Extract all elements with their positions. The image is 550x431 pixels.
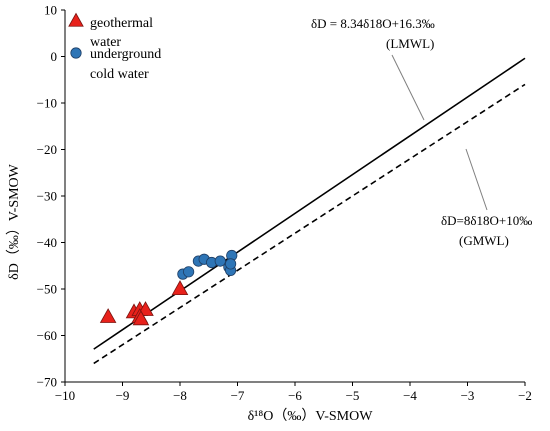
lmwl-label: (LMWL): [386, 36, 434, 51]
x-tick-label: −7: [231, 388, 245, 403]
y-tick-label: 10: [44, 3, 57, 18]
underground-cold-water-point: [225, 258, 237, 270]
y-tick-label: 0: [51, 49, 58, 64]
reference-lines: [93, 57, 526, 365]
legend-label-underground-line1: underground: [90, 47, 161, 62]
legend-marker-geothermal-water-triangle: [68, 12, 84, 27]
data-points: [99, 249, 238, 326]
geothermal-water-point: [132, 310, 150, 326]
lmwl-equation: δD = 8.34δ18O+16.3‰: [311, 16, 435, 31]
x-tick-label: −5: [346, 388, 360, 403]
x-tick-label: −2: [518, 388, 532, 403]
legend-label-geothermal-line2: water: [90, 35, 121, 50]
y-tick-label: −60: [37, 328, 57, 343]
geothermal-water-point: [171, 280, 189, 296]
gmwl-label: (GMWL): [459, 233, 509, 248]
axes: −10 −9 −8 −7 −6 −5 −4 −3 −2 10 0 −10 −20 −30 −40 −50 −60…: [37, 3, 532, 404]
underground-cold-water-point: [214, 255, 226, 267]
y-tick-label: −10: [37, 96, 57, 111]
y-tick-label: −40: [37, 235, 57, 250]
x-axis-title: δ¹⁸O（‰）V-SMOW: [248, 408, 374, 424]
gmwl-leader-line: [465, 148, 488, 211]
lmwl-leader-line: [391, 54, 425, 121]
x-tick-label: −8: [173, 388, 187, 403]
line-gmwl: [93, 83, 526, 365]
y-tick-label: −70: [37, 375, 57, 390]
gmwl-equation: δD=8δ18O+10‰: [441, 213, 532, 228]
x-tick-label: −10: [55, 388, 75, 403]
x-tick-label: −3: [461, 388, 475, 403]
y-tick-label: −50: [37, 282, 57, 297]
geothermal-water-point: [99, 308, 117, 323]
line-annotations: δD = 8.34δ18O+16.3‰ (LMWL) δD=8δ18O+10‰ …: [311, 16, 532, 248]
x-tick-label: −9: [116, 388, 130, 403]
y-tick-label: −30: [37, 189, 57, 204]
y-tick-label: −20: [37, 142, 57, 157]
x-tick-label: −6: [288, 388, 302, 403]
legend-label-geothermal-line1: geothermal: [90, 16, 153, 31]
underground-cold-water-point: [183, 266, 195, 278]
line-lmwl: [93, 57, 526, 350]
legend-marker-underground-cold-water-circle: [70, 47, 82, 59]
legend-label-underground-line2: cold water: [90, 67, 149, 82]
legend: geothermal water underground cold water: [68, 12, 161, 82]
x-tick-label: −4: [403, 388, 417, 403]
y-axis-title: δD（‰）V-SMOW: [6, 163, 22, 280]
